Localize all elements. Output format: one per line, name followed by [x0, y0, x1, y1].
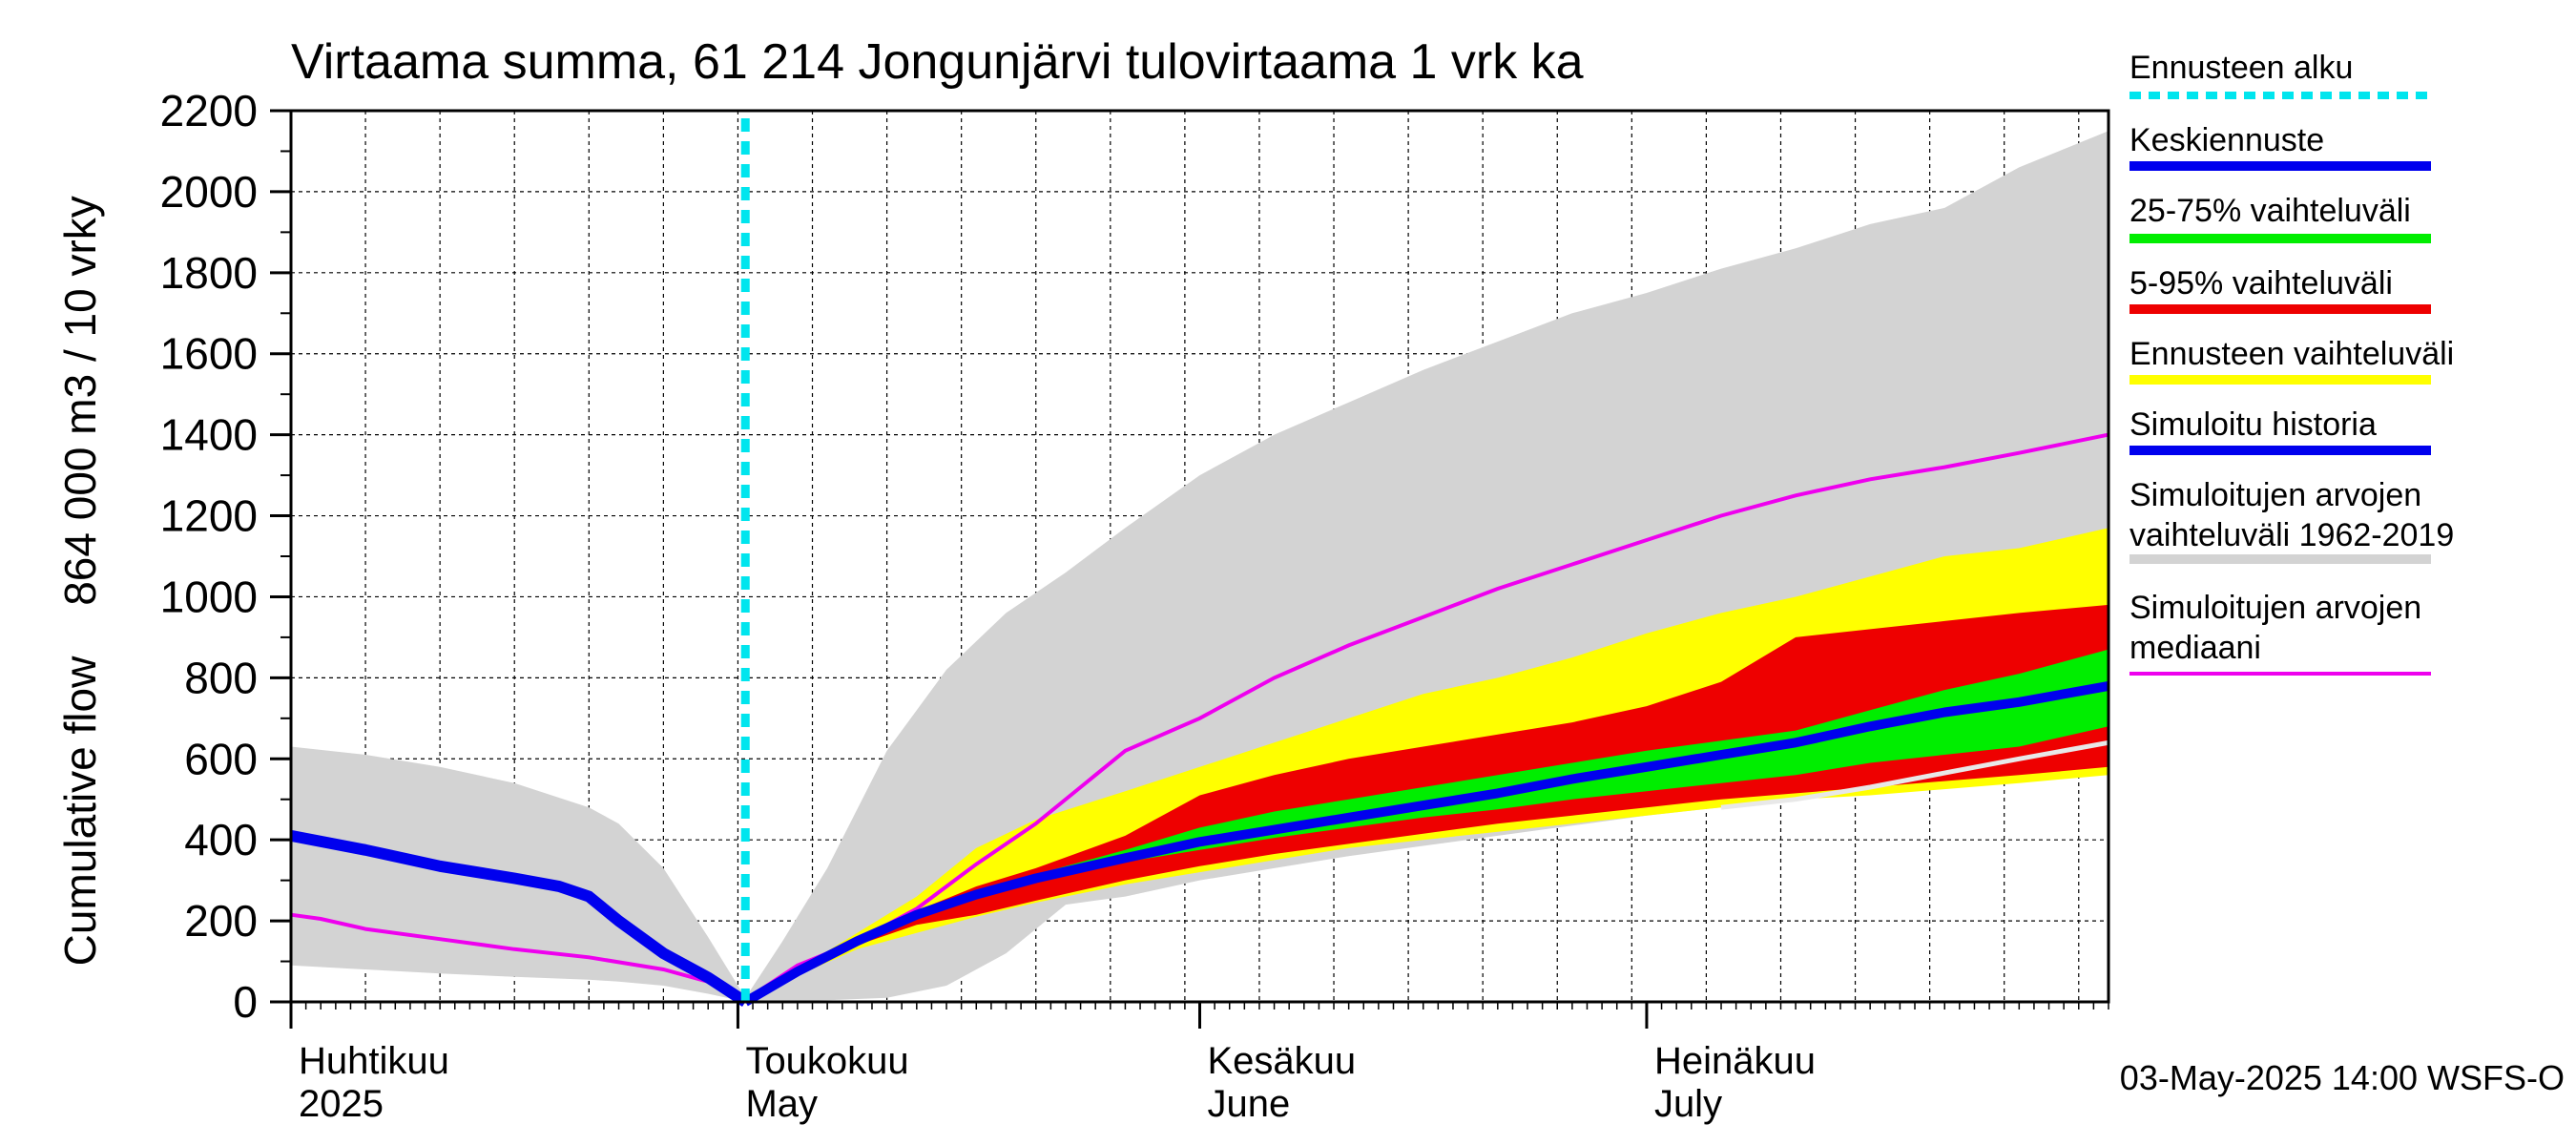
x-month-label: Heinäkuu [1654, 1040, 1816, 1082]
y-axis-label-top: 864 000 m3 / 10 vrky [55, 196, 105, 606]
band-25-75 [745, 649, 2109, 1002]
x-month-sublabel: 2025 [299, 1083, 384, 1125]
plot-area: 0 200 400 600 800 1000 1200 1400 1600 1800 2000 220… [160, 86, 2110, 1125]
series-lines [289, 118, 2109, 1008]
legend-label: mediaani [2129, 630, 2261, 666]
legend-label: 5-95% vaihteluväli [2129, 265, 2393, 302]
y-tick-label: 0 [233, 977, 258, 1027]
y-tick-label: 2200 [160, 86, 258, 135]
x-month-sublabel: June [1208, 1083, 1291, 1125]
y-tick-label: 400 [184, 815, 258, 864]
y-tick-label: 1600 [160, 329, 258, 379]
simulated-history-line [289, 830, 749, 1008]
x-month-label: Kesäkuu [1208, 1040, 1357, 1082]
chart-title: Virtaama summa, 61 214 Jongunjärvi tulov… [291, 34, 1584, 90]
footer-timestamp: 03-May-2025 14:00 WSFS-O [2120, 1058, 2565, 1097]
y-tick-label: 1800 [160, 248, 258, 298]
median-forecast-line [742, 680, 2109, 1007]
legend-label: vaihteluväli 1962-2019 [2129, 517, 2454, 553]
x-month-label: Huhtikuu [299, 1040, 449, 1082]
y-axis-label-bottom: Cumulative flow [55, 656, 105, 966]
legend-label: Simuloitu historia [2129, 406, 2377, 443]
y-tick-label: 2000 [160, 167, 258, 217]
historical-lower-line [1720, 739, 2109, 810]
y-tick-label: 1000 [160, 572, 258, 621]
historical-median-line [290, 432, 2109, 1003]
legend-label: Ennusteen alku [2129, 50, 2353, 86]
y-tick-label: 800 [184, 653, 258, 702]
x-month-sublabel: May [745, 1083, 818, 1125]
legend-label: Simuloitujen arvojen [2129, 590, 2421, 626]
legend: Ennusteen alku Keskiennuste 25-75% vaihtel… [2129, 50, 2454, 676]
legend-label: Simuloitujen arvojen [2129, 477, 2421, 513]
y-tick-label: 200 [184, 896, 258, 946]
legend-label: Keskiennuste [2129, 122, 2324, 158]
y-tick-label: 1400 [160, 410, 258, 460]
legend-label: Ennusteen vaihteluväli [2129, 336, 2454, 372]
legend-label: 25-75% vaihteluväli [2129, 193, 2411, 229]
x-month-sublabel: July [1654, 1083, 1722, 1125]
y-tick-label: 600 [184, 734, 258, 783]
y-axis: 0 200 400 600 800 1000 1200 1400 1600 1800 2000 220… [160, 86, 291, 1027]
y-tick-label: 1200 [160, 491, 258, 541]
x-month-label: Toukokuu [745, 1040, 908, 1082]
bands [291, 131, 2109, 1002]
